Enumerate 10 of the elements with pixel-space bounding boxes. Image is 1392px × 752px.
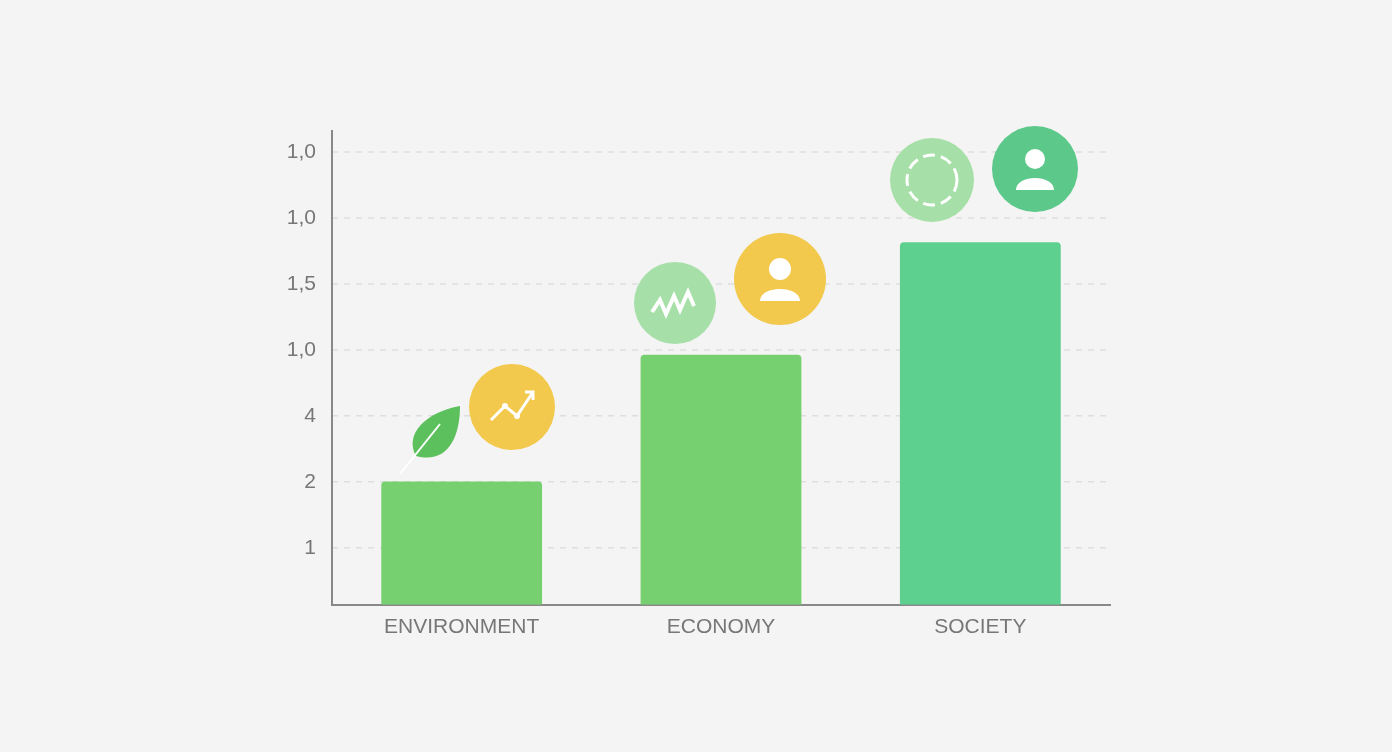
text: 1,0 xyxy=(286,138,316,162)
text: 1,0 xyxy=(286,336,316,360)
x-tick-label: ECONOMY xyxy=(666,614,776,638)
text: 4 xyxy=(304,402,317,426)
text: 2 xyxy=(304,468,316,492)
text: 1,0 xyxy=(286,204,316,228)
text: 1 xyxy=(304,534,316,558)
x-tick-label: SOCIETY xyxy=(934,614,1027,638)
text: 1,5 xyxy=(286,270,316,294)
x-tick-label: ENVIRONMENT xyxy=(384,614,540,638)
